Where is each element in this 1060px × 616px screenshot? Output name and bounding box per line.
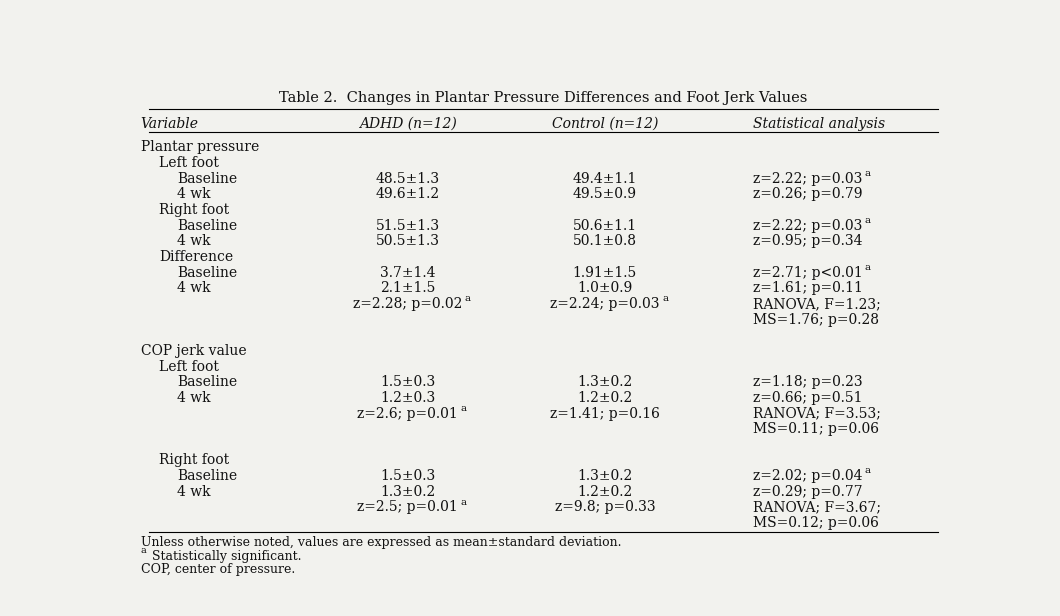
Text: 1.3±0.2: 1.3±0.2 (578, 469, 633, 483)
Text: 48.5±1.3: 48.5±1.3 (375, 172, 440, 186)
Text: COP, center of pressure.: COP, center of pressure. (141, 563, 295, 576)
Text: a: a (460, 498, 466, 507)
Text: 1.5±0.3: 1.5±0.3 (381, 375, 436, 389)
Text: a: a (865, 466, 871, 476)
Text: Baseline: Baseline (177, 265, 237, 280)
Text: Baseline: Baseline (177, 375, 237, 389)
Text: 50.1±0.8: 50.1±0.8 (572, 234, 637, 248)
Text: z=2.6; p=0.01: z=2.6; p=0.01 (357, 407, 458, 421)
Text: 4 wk: 4 wk (177, 485, 211, 499)
Text: 1.3±0.2: 1.3±0.2 (381, 485, 436, 499)
Text: 1.2±0.3: 1.2±0.3 (381, 391, 436, 405)
Text: COP jerk value: COP jerk value (141, 344, 246, 358)
Text: MS=0.11; p=0.06: MS=0.11; p=0.06 (753, 422, 879, 436)
Text: z=1.41; p=0.16: z=1.41; p=0.16 (550, 407, 659, 421)
Text: MS=1.76; p=0.28: MS=1.76; p=0.28 (753, 312, 879, 326)
Text: Left foot: Left foot (159, 156, 218, 170)
Text: Baseline: Baseline (177, 469, 237, 483)
Text: a: a (460, 404, 466, 413)
Text: 3.7±1.4: 3.7±1.4 (379, 265, 436, 280)
Text: z=1.61; p=0.11: z=1.61; p=0.11 (753, 282, 863, 295)
Text: 49.6±1.2: 49.6±1.2 (375, 187, 440, 201)
Text: Statistical analysis: Statistical analysis (753, 116, 885, 131)
Text: z=2.22; p=0.03: z=2.22; p=0.03 (753, 219, 862, 233)
Text: Right foot: Right foot (159, 453, 229, 468)
Text: Right foot: Right foot (159, 203, 229, 217)
Text: 4 wk: 4 wk (177, 234, 211, 248)
Text: z=2.22; p=0.03: z=2.22; p=0.03 (753, 172, 862, 186)
Text: z=0.26; p=0.79: z=0.26; p=0.79 (753, 187, 862, 201)
Text: Statistically significant.: Statistically significant. (153, 549, 302, 562)
Text: a: a (662, 294, 668, 303)
Text: 1.2±0.2: 1.2±0.2 (578, 391, 633, 405)
Text: ADHD (n=12): ADHD (n=12) (359, 116, 457, 131)
Text: z=0.95; p=0.34: z=0.95; p=0.34 (753, 234, 862, 248)
Text: z=0.66; p=0.51: z=0.66; p=0.51 (753, 391, 862, 405)
Text: 4 wk: 4 wk (177, 282, 211, 295)
Text: z=9.8; p=0.33: z=9.8; p=0.33 (554, 500, 655, 514)
Text: z=2.02; p=0.04: z=2.02; p=0.04 (753, 469, 862, 483)
Text: RANOVA; F=3.67;: RANOVA; F=3.67; (753, 500, 881, 514)
Text: Table 2.  Changes in Plantar Pressure Differences and Foot Jerk Values: Table 2. Changes in Plantar Pressure Dif… (279, 91, 808, 105)
Text: RANOVA, F=1.23;: RANOVA, F=1.23; (753, 297, 881, 311)
Text: Difference: Difference (159, 250, 233, 264)
Text: z=2.71; p<0.01: z=2.71; p<0.01 (753, 265, 863, 280)
Text: a: a (865, 216, 870, 225)
Text: 50.5±1.3: 50.5±1.3 (375, 234, 440, 248)
Text: 1.91±1.5: 1.91±1.5 (572, 265, 637, 280)
Text: 2.1±1.5: 2.1±1.5 (381, 282, 436, 295)
Text: MS=0.12; p=0.06: MS=0.12; p=0.06 (753, 516, 879, 530)
Text: Left foot: Left foot (159, 360, 218, 373)
Text: 49.4±1.1: 49.4±1.1 (572, 172, 637, 186)
Text: 4 wk: 4 wk (177, 187, 211, 201)
Text: z=0.29; p=0.77: z=0.29; p=0.77 (753, 485, 863, 499)
Text: 51.5±1.3: 51.5±1.3 (375, 219, 440, 233)
Text: a: a (465, 294, 471, 303)
Text: RANOVA; F=3.53;: RANOVA; F=3.53; (753, 407, 881, 421)
Text: a: a (865, 169, 870, 178)
Text: Baseline: Baseline (177, 172, 237, 186)
Text: z=2.24; p=0.03: z=2.24; p=0.03 (550, 297, 659, 311)
Text: a: a (865, 263, 871, 272)
Text: 1.2±0.2: 1.2±0.2 (578, 485, 633, 499)
Text: a: a (141, 546, 146, 555)
Text: 4 wk: 4 wk (177, 391, 211, 405)
Text: Unless otherwise noted, values are expressed as mean±standard deviation.: Unless otherwise noted, values are expre… (141, 537, 621, 549)
Text: z=2.5; p=0.01: z=2.5; p=0.01 (357, 500, 458, 514)
Text: Baseline: Baseline (177, 219, 237, 233)
Text: z=1.18; p=0.23: z=1.18; p=0.23 (753, 375, 863, 389)
Text: Plantar pressure: Plantar pressure (141, 140, 259, 155)
Text: 50.6±1.1: 50.6±1.1 (572, 219, 637, 233)
Text: 1.3±0.2: 1.3±0.2 (578, 375, 633, 389)
Text: 1.5±0.3: 1.5±0.3 (381, 469, 436, 483)
Text: 49.5±0.9: 49.5±0.9 (572, 187, 637, 201)
Text: 1.0±0.9: 1.0±0.9 (578, 282, 633, 295)
Text: Control (n=12): Control (n=12) (551, 116, 658, 131)
Text: z=2.28; p=0.02: z=2.28; p=0.02 (353, 297, 462, 311)
Text: Variable: Variable (141, 116, 198, 131)
